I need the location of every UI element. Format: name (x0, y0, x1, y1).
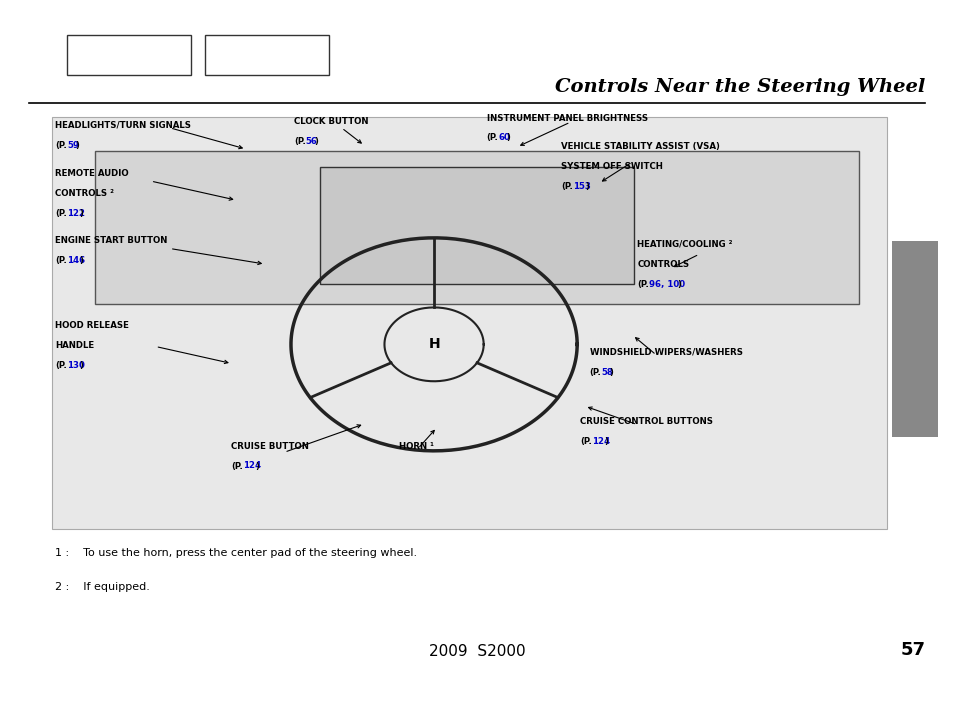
Text: CRUISE BUTTON: CRUISE BUTTON (231, 442, 309, 451)
Text: HEATING/COOLING ²: HEATING/COOLING ² (637, 240, 732, 249)
Text: (P.: (P. (231, 462, 242, 471)
Text: CONTROLS ²: CONTROLS ² (55, 189, 114, 198)
Text: 122: 122 (68, 209, 85, 218)
Text: REMOTE AUDIO: REMOTE AUDIO (55, 169, 129, 178)
Bar (319, 167, 634, 284)
Text: 96, 100: 96, 100 (649, 280, 684, 289)
Text: ): ) (584, 182, 588, 191)
Text: (P.: (P. (560, 182, 572, 191)
Text: (P.: (P. (55, 141, 67, 150)
Text: 56: 56 (306, 137, 317, 146)
Text: (P.: (P. (589, 368, 600, 377)
Text: SYSTEM OFF SWITCH: SYSTEM OFF SWITCH (560, 162, 662, 171)
Text: ): ) (75, 141, 79, 150)
Text: ): ) (254, 462, 258, 471)
Text: INSTRUMENT PANEL BRIGHTNESS: INSTRUMENT PANEL BRIGHTNESS (486, 114, 647, 123)
Text: 60: 60 (498, 133, 510, 143)
Text: WINDSHIELD WIPERS/WASHERS: WINDSHIELD WIPERS/WASHERS (589, 348, 741, 357)
Text: (P.: (P. (294, 137, 305, 146)
Text: ): ) (79, 209, 83, 218)
Text: 57: 57 (900, 641, 924, 659)
Text: ENGINE START BUTTON: ENGINE START BUTTON (55, 236, 168, 245)
Text: ): ) (79, 361, 83, 370)
Text: Controls Near the Steering Wheel: Controls Near the Steering Wheel (555, 78, 924, 96)
Text: (P.: (P. (486, 133, 497, 143)
Text: HANDLE: HANDLE (55, 341, 94, 350)
Text: H: H (428, 337, 439, 351)
Text: 2 :    If equipped.: 2 : If equipped. (55, 582, 150, 592)
Text: 1 :    To use the horn, press the center pad of the steering wheel.: 1 : To use the horn, press the center pa… (55, 548, 417, 558)
Text: (P.: (P. (579, 437, 591, 447)
Text: 146: 146 (68, 256, 86, 265)
Text: CONTROLS: CONTROLS (637, 260, 689, 269)
Text: (P.: (P. (637, 280, 648, 289)
Bar (205, 36, 329, 75)
Text: HOOD RELEASE: HOOD RELEASE (55, 321, 129, 330)
Text: 124: 124 (243, 462, 261, 471)
Text: HORN ¹: HORN ¹ (398, 442, 434, 451)
Text: 59: 59 (68, 141, 79, 150)
Text: ): ) (314, 137, 317, 146)
Bar (891, 241, 937, 437)
Text: (P.: (P. (55, 256, 67, 265)
Text: CRUISE CONTROL BUTTONS: CRUISE CONTROL BUTTONS (579, 417, 712, 427)
Text: 124: 124 (592, 437, 610, 447)
Text: ): ) (79, 256, 83, 265)
Text: Instruments and Controls: Instruments and Controls (922, 282, 931, 397)
Text: ): ) (506, 133, 510, 143)
Text: VEHICLE STABILITY ASSIST (VSA): VEHICLE STABILITY ASSIST (VSA) (560, 142, 720, 151)
Text: ): ) (603, 437, 607, 447)
Text: 58: 58 (601, 368, 613, 377)
Text: 2009  S2000: 2009 S2000 (428, 644, 525, 659)
Text: HEADLIGHTS/TURN SIGNALS: HEADLIGHTS/TURN SIGNALS (55, 121, 192, 130)
Bar (95, 151, 858, 304)
Bar (52, 117, 886, 529)
Bar (67, 36, 191, 75)
Text: (P.: (P. (55, 361, 67, 370)
Text: 153: 153 (573, 182, 590, 191)
Text: 130: 130 (68, 361, 85, 370)
Text: ): ) (677, 280, 680, 289)
Text: CLOCK BUTTON: CLOCK BUTTON (294, 117, 368, 126)
Text: ): ) (609, 368, 613, 377)
Text: (P.: (P. (55, 209, 67, 218)
